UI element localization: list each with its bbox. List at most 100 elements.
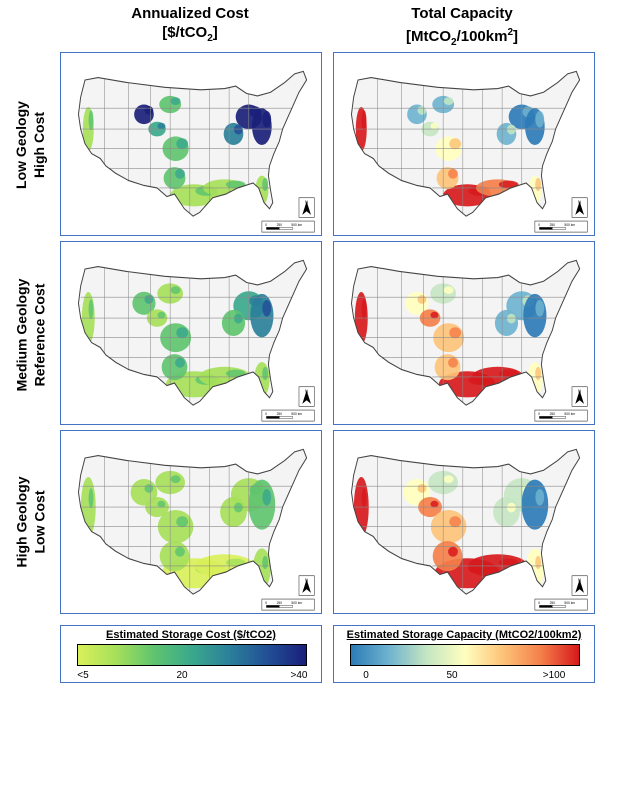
- us-border: [77, 259, 308, 406]
- storage-region-texas: [434, 354, 461, 381]
- cost-title-units: [$/tCO2]: [162, 24, 218, 44]
- storage-patch-florida: [262, 177, 269, 192]
- scale-bar: 0 250 500 km: [261, 220, 315, 233]
- capacity-column-title: Total Capacity [MtCO2/100km2]: [352, 4, 572, 52]
- row-label-low-geology: Low Geology High Cost: [13, 101, 48, 189]
- north-arrow-icon: N: [298, 197, 315, 218]
- cost-tick-mid: 20: [176, 670, 188, 681]
- storage-region-texas: [432, 541, 463, 572]
- storage-patch-rockies: [157, 311, 166, 319]
- storage-patch-appal: [262, 488, 272, 506]
- storage-patch-northplains: [443, 475, 454, 483]
- storage-patch-northplains: [443, 286, 454, 294]
- storage-patch-gulf2: [498, 558, 519, 567]
- cost-column-title: Annualized Cost [$/tCO2]: [80, 4, 300, 48]
- map-capacity-high-geology: N 0 250 500 km: [333, 430, 595, 614]
- storage-patch-rockies: [157, 500, 166, 508]
- storage-patch-texas: [448, 357, 458, 368]
- storage-patch-illinois: [506, 313, 516, 324]
- map-cost-high-geology: N 0 250 500 km: [60, 430, 322, 614]
- north-label: N: [578, 577, 581, 582]
- storage-patch-illinois: [233, 124, 243, 135]
- storage-patch-northplains: [443, 97, 454, 105]
- storage-patch-westcoast: [88, 488, 94, 509]
- capacity-title-line1: Total Capacity: [411, 5, 513, 22]
- scale-label: 500 km: [291, 601, 302, 605]
- storage-patch-illinois: [506, 502, 516, 513]
- scale-label: 0: [538, 601, 540, 605]
- storage-region-appal: [521, 479, 549, 530]
- scale-label: 0: [538, 223, 540, 227]
- storage-patch-florida: [262, 555, 269, 570]
- cost-title-line1: Annualized Cost: [131, 5, 249, 22]
- storage-patch-mtwest: [417, 294, 427, 304]
- north-label: N: [578, 199, 581, 204]
- capacity-tick-high: >100: [542, 670, 566, 681]
- north-arrow-icon: N: [298, 575, 315, 596]
- north-arrow-icon: N: [571, 197, 588, 218]
- storage-patch-gulf2: [498, 369, 519, 378]
- storage-region-illinois: [494, 309, 519, 336]
- scale-label: 250: [277, 601, 283, 605]
- scale-label: 500 km: [291, 223, 302, 227]
- us-map: N 0 250 500 km: [77, 259, 315, 422]
- storage-patch-illinois: [233, 502, 243, 513]
- storage-patch-mtwest: [144, 105, 154, 115]
- storage-region-appal: [523, 293, 547, 338]
- cost-tick-high: >40: [290, 670, 308, 681]
- storage-region-florida: [254, 362, 270, 397]
- storage-patch-florida: [535, 555, 542, 570]
- storage-patch-mtwest: [417, 105, 427, 115]
- scale-bar: 0 250 500 km: [261, 598, 315, 611]
- storage-region-appal: [248, 479, 276, 530]
- capacity-tick-low: 0: [363, 670, 369, 681]
- scale-label: 0: [265, 412, 267, 416]
- scale-label: 250: [550, 223, 556, 227]
- north-label: N: [305, 199, 308, 204]
- north-arrow-icon: N: [571, 575, 588, 596]
- storage-patch-texas: [448, 546, 458, 557]
- scale-bar: 0 250 500 km: [261, 409, 315, 422]
- storage-patch-westcoast: [88, 110, 94, 131]
- capacity-title-units: [MtCO2/100km2]: [406, 27, 518, 48]
- capacity-legend: Estimated Storage Capacity (MtCO2/100km2…: [333, 625, 595, 683]
- us-map: N 0 250 500 km: [77, 448, 315, 611]
- storage-patch-florida: [535, 177, 542, 192]
- storage-patch-gulf2: [498, 180, 519, 189]
- north-arrow-icon: N: [298, 386, 315, 407]
- storage-patch-gulf2: [225, 558, 246, 567]
- scale-label: 500 km: [564, 223, 575, 227]
- us-border: [350, 448, 581, 595]
- map-capacity-medium-geology: N 0 250 500 km: [333, 241, 595, 425]
- us-border: [350, 70, 581, 217]
- storage-patch-plains: [449, 138, 462, 150]
- us-map: N 0 250 500 km: [350, 448, 588, 611]
- storage-patch-gulf2: [225, 180, 246, 189]
- storage-patch-mtwest: [417, 483, 427, 493]
- scale-label: 250: [550, 412, 556, 416]
- storage-patch-gulf2: [225, 369, 246, 378]
- storage-patch-westcoast: [361, 488, 367, 509]
- scale-bar: 0 250 500 km: [534, 220, 588, 233]
- scale-bar: 0 250 500 km: [534, 409, 588, 422]
- cost-legend: Estimated Storage Cost ($/tCO2) <5 20 >4…: [60, 625, 322, 683]
- storage-patch-plains: [176, 327, 189, 339]
- us-border: [77, 448, 308, 595]
- storage-region-texas: [161, 354, 188, 381]
- storage-patch-florida: [535, 366, 542, 381]
- storage-patch-appal: [535, 110, 545, 128]
- us-map: N 0 250 500 km: [350, 259, 588, 422]
- scale-label: 500 km: [564, 601, 575, 605]
- north-label: N: [578, 388, 581, 393]
- storage-patch-northplains: [170, 97, 181, 105]
- us-map: N 0 250 500 km: [77, 70, 315, 233]
- north-label: N: [305, 388, 308, 393]
- storage-patch-northplains: [170, 475, 181, 483]
- storage-region-illinois: [493, 496, 520, 527]
- storage-region-illinois: [220, 496, 247, 527]
- storage-patch-plains: [449, 327, 462, 339]
- storage-patch-texas: [175, 546, 185, 557]
- storage-patch-rockies: [430, 311, 439, 319]
- storage-patch-texas: [448, 168, 458, 179]
- storage-patch-westcoast: [88, 299, 94, 320]
